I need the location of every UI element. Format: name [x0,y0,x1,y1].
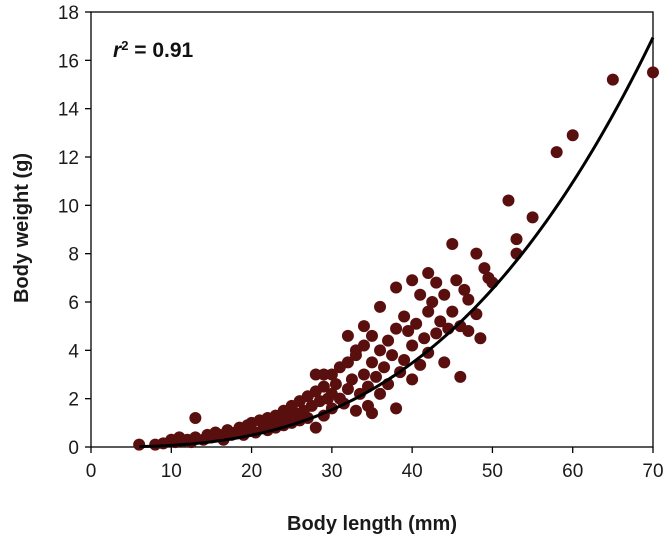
data-point [474,332,487,345]
data-point [478,262,491,275]
data-point [406,339,419,352]
data-point [390,402,403,415]
data-point [378,361,391,374]
x-tick-label: 30 [321,461,342,482]
data-point [390,281,403,294]
data-point [366,329,378,342]
data-point [502,194,515,207]
data-point [133,438,146,451]
data-point [430,276,443,289]
data-point [550,146,563,159]
data-point [357,368,370,381]
x-tick-label: 20 [241,461,262,482]
data-point [454,370,467,383]
x-tick-label: 40 [402,461,423,482]
data-point [398,310,411,323]
r-exponent: 2 [121,38,128,53]
trend-curve [139,36,655,449]
data-point [357,320,370,333]
y-tick-label: 14 [58,100,80,121]
data-point [510,233,523,246]
y-axis-title: Body weight (g) [11,153,33,303]
data-point [341,329,354,342]
data-point [382,334,395,347]
data-point [406,274,419,287]
data-point [418,332,431,345]
data-point [341,356,354,369]
data-point [349,404,362,417]
data-point [422,305,435,318]
x-tick-label: 10 [161,461,182,482]
data-point [357,339,370,352]
y-tick-label: 8 [68,245,79,266]
data-point [366,407,378,420]
x-tick-label: 0 [86,461,97,482]
data-point [386,349,399,362]
data-point [462,293,475,306]
data-point [189,412,202,424]
x-tick-label: 70 [642,461,663,482]
y-tick-label: 18 [58,3,79,24]
data-point [470,247,483,260]
data-point [647,66,659,79]
data-point [450,274,463,287]
data-point [390,322,403,335]
data-point [430,327,443,340]
data-point [374,344,387,357]
data-points [133,66,659,451]
data-point [366,356,378,369]
data-point [414,288,427,301]
r-squared-annotation: r2 = 0.91 [113,38,194,63]
data-point [341,383,354,395]
data-point [414,358,427,371]
data-point [526,211,539,224]
y-tick-label: 10 [58,196,79,217]
r-symbol: r [113,39,123,62]
data-point [426,296,439,308]
y-tick-label: 12 [58,148,79,169]
data-point [329,378,342,391]
data-point [345,373,358,386]
y-tick-label: 4 [68,341,79,362]
data-point [434,315,447,328]
data-point [606,73,619,86]
data-point [566,129,579,142]
data-point [446,305,459,318]
data-point [462,325,475,337]
y-tick-label: 16 [58,51,79,72]
data-point [402,325,415,337]
data-point [410,317,423,330]
data-point [370,370,383,383]
data-point [438,356,451,369]
y-tick-label: 6 [68,293,79,314]
plot-frame [90,11,654,448]
axes: 0 10 20 30 40 50 60 70 0 2 4 6 8 10 12 14 16 18 [58,3,664,482]
data-point [374,300,387,313]
data-point [398,354,411,366]
data-point [374,387,387,400]
y-tick-label: 2 [68,390,79,411]
data-point [422,267,435,279]
x-axis-title: Body length (mm) [287,513,457,535]
data-point [406,373,419,386]
data-point [438,288,451,301]
data-point [317,380,330,393]
data-point [325,368,338,381]
data-point [458,283,471,296]
r-value: = 0.91 [128,39,193,62]
data-point [446,238,459,250]
x-tick-label: 60 [562,461,583,482]
y-tick-label: 0 [68,438,79,459]
x-tick-label: 50 [482,461,503,482]
data-point [309,421,322,434]
